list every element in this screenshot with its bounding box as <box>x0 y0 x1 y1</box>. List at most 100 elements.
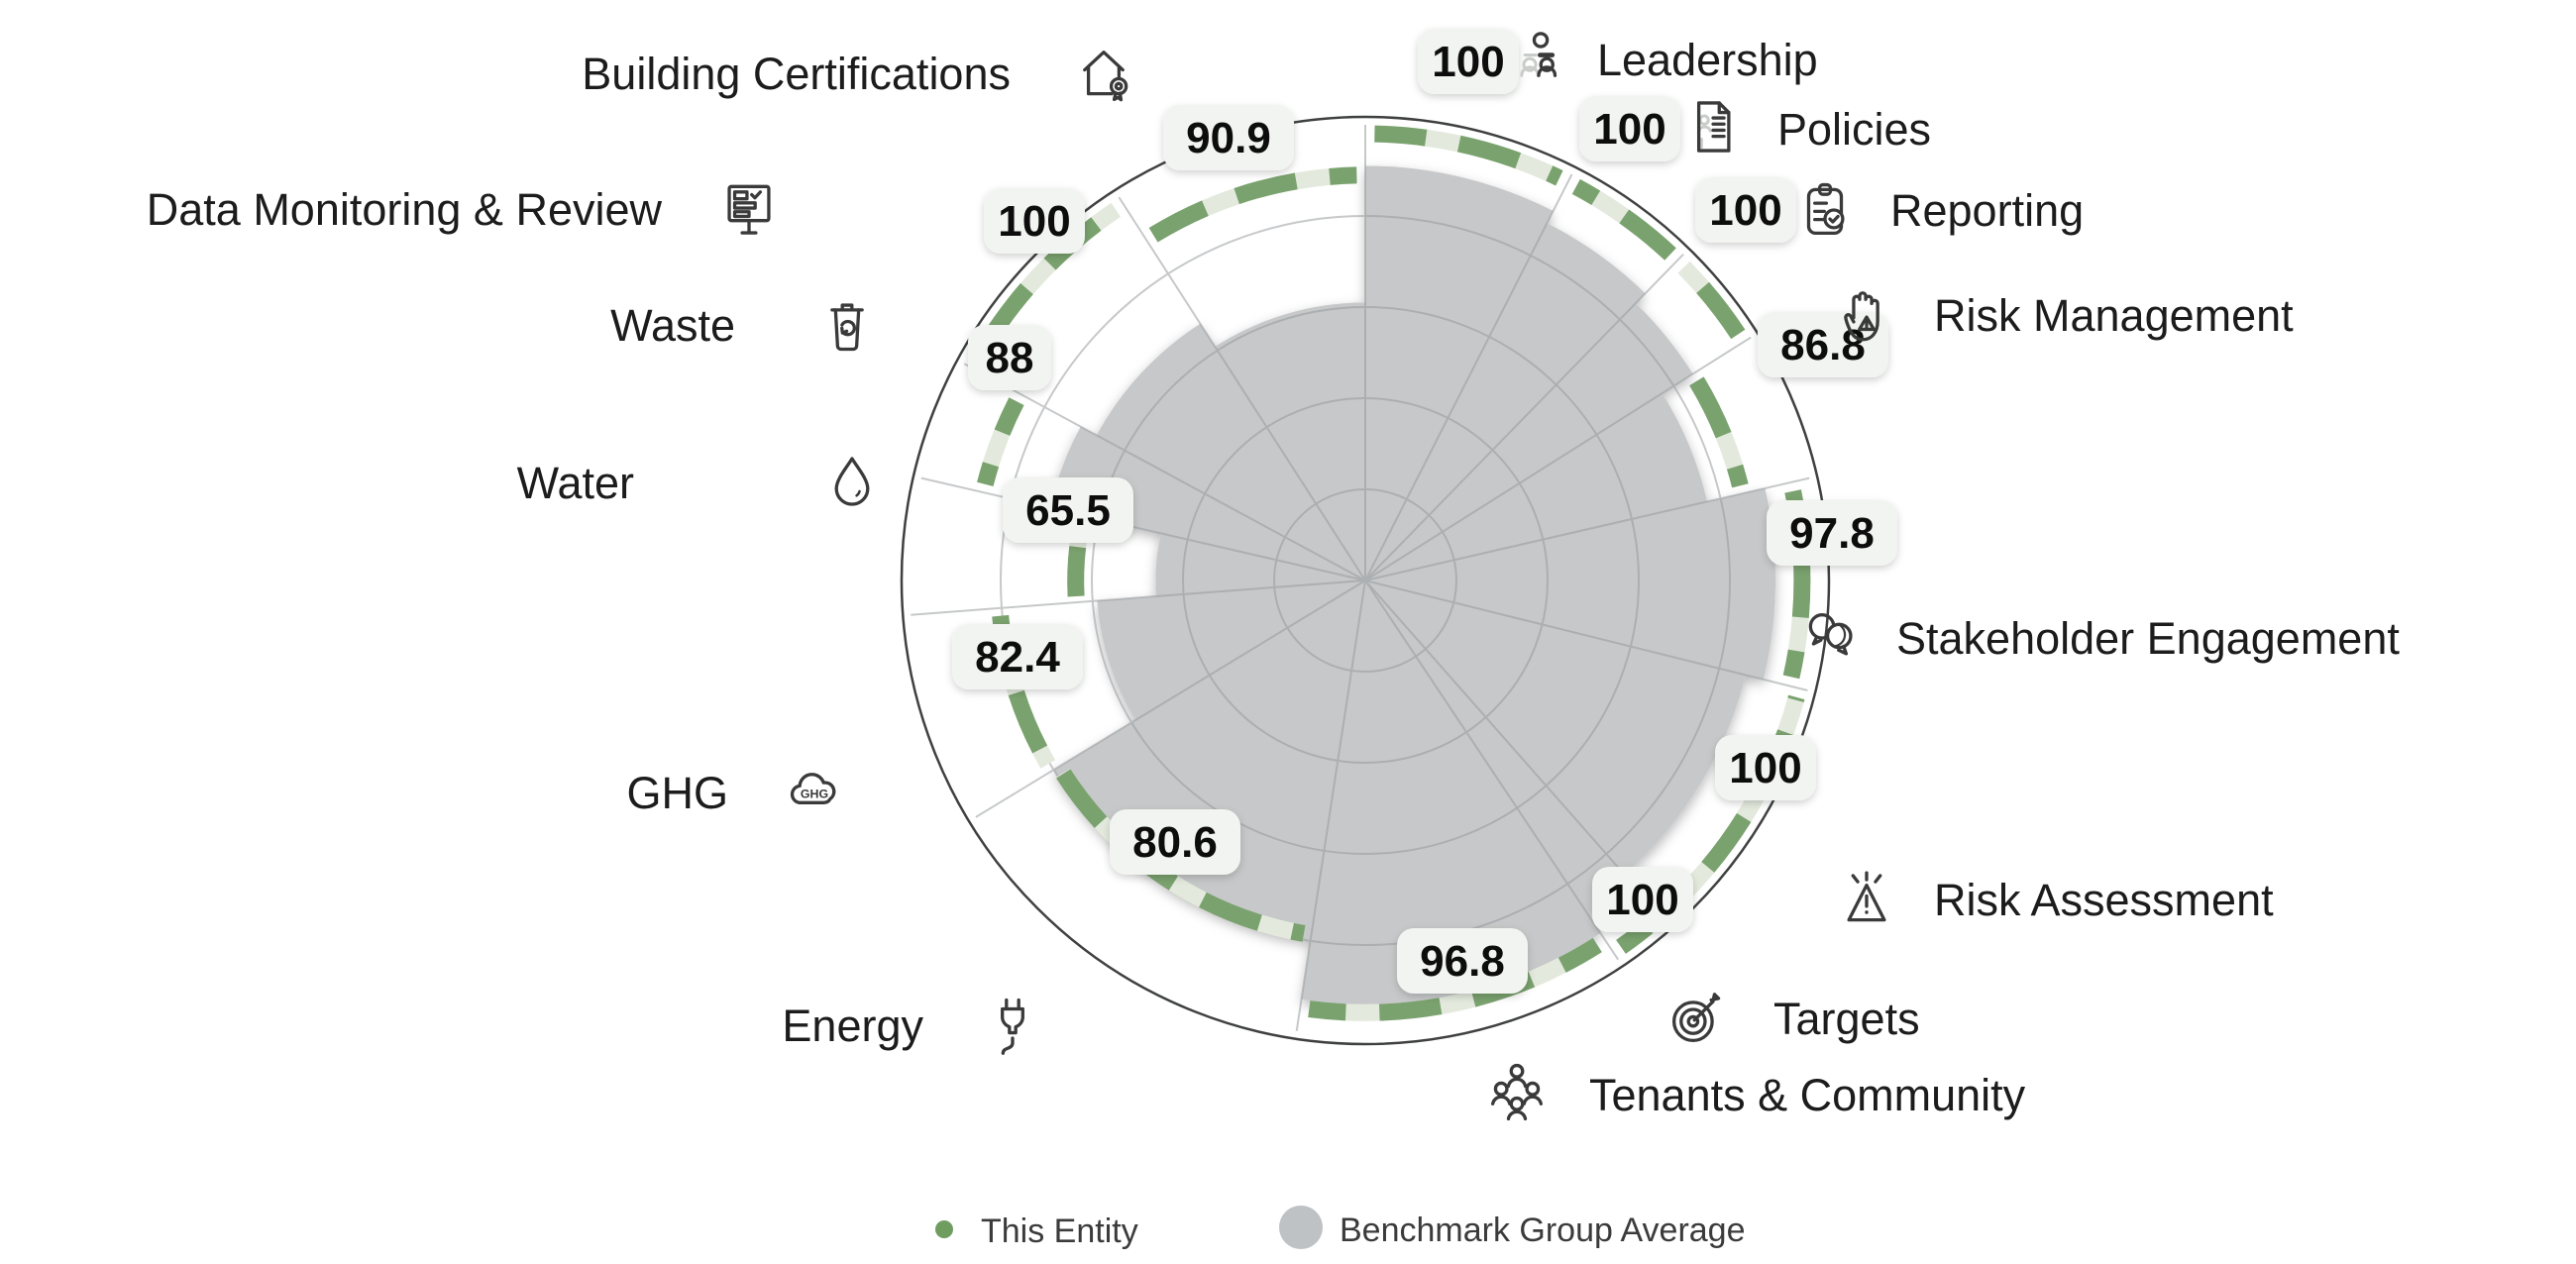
benchmark-sector-leadership <box>1365 165 1554 580</box>
benchmark-sector-reporting <box>1365 303 1693 580</box>
recycle-bin-icon <box>830 303 864 352</box>
value-badge-energy <box>1110 809 1240 875</box>
benchmark-sector-policies <box>1365 223 1646 580</box>
value-label-data-monitoring: 100 <box>998 197 1070 246</box>
value-badge-stakeholder-engagement <box>1767 500 1897 566</box>
category-label-data-monitoring: Data Monitoring & Review <box>147 184 663 235</box>
legend-this-entity-label: This Entity <box>981 1212 1138 1250</box>
category-label-risk-assessment: Risk Assessment <box>1934 875 2274 925</box>
grid-spoke <box>1364 579 1808 691</box>
category-label-risk-management: Risk Management <box>1934 290 2294 341</box>
entity-arc-pale-waste <box>977 397 1024 487</box>
chart-legend: This Entity Benchmark Group Average <box>935 1206 1746 1250</box>
clipboard-check-icon <box>1806 182 1845 236</box>
category-label-building-certifications: Building Certifications <box>582 49 1011 99</box>
benchmark-sector-ghg <box>1097 580 1365 720</box>
hand-warning-icon <box>1844 291 1879 342</box>
benchmark-sector-waste <box>1049 426 1365 580</box>
value-label-waste: 88 <box>986 334 1034 382</box>
value-label-reporting: 100 <box>1709 186 1781 235</box>
category-label-energy: Energy <box>782 1001 923 1051</box>
value-badge-policies <box>1579 96 1680 161</box>
category-label-leadership: Leadership <box>1597 35 1818 85</box>
grid-spoke <box>1295 579 1366 1031</box>
entity-arc-pale-ghg <box>992 614 1056 769</box>
category-label-policies: Policies <box>1777 104 1931 155</box>
speech-bubbles-icon <box>1808 613 1853 656</box>
entity-arc-building-certifications <box>1148 166 1357 243</box>
benchmark-sector-data-monitoring <box>1096 323 1365 580</box>
grid-spoke <box>1364 173 1573 581</box>
water-drop-icon <box>834 457 870 506</box>
value-badge-waste <box>968 325 1051 390</box>
value-label-policies: 100 <box>1593 105 1665 154</box>
category-label-targets: Targets <box>1773 994 1920 1044</box>
chart-root: 100 100 100 86.8 97.8 100 100 96.8 80.6 82.4 65.5 8… <box>147 29 2400 1121</box>
grid-spoke <box>1364 579 1620 961</box>
entity-arc-pale-reporting <box>1677 261 1746 340</box>
value-label-ghg: 82.4 <box>975 633 1060 682</box>
value-badge-reporting <box>1695 177 1796 243</box>
entity-arc-policies <box>1571 178 1676 261</box>
value-badge-tenants-community <box>1397 928 1528 994</box>
entity-arc-reporting <box>1677 261 1746 340</box>
grid-spoke <box>1364 476 1810 581</box>
power-plug-icon <box>1001 998 1024 1055</box>
grid-spoke <box>1364 336 1752 581</box>
value-badge-risk-management <box>1758 312 1888 377</box>
category-label-stakeholder-engagement: Stakeholder Engagement <box>1896 613 2400 664</box>
grid-spoke <box>975 579 1366 818</box>
value-badge-risk-assessment <box>1715 735 1816 800</box>
category-label-ghg: GHG <box>626 768 728 818</box>
value-badge-water <box>1003 477 1133 543</box>
entity-arc-pale-tenants-community <box>1308 937 1602 1021</box>
benchmark-sector-building-certifications <box>1215 302 1365 580</box>
svg-text:GHG: GHG <box>801 788 828 801</box>
grid-spoke <box>1364 254 1684 581</box>
house-certificate-icon <box>1083 51 1128 102</box>
entity-score-arcs <box>969 125 1811 1021</box>
monitoring-board-icon <box>727 184 771 235</box>
legend-benchmark-label: Benchmark Group Average <box>1340 1211 1746 1249</box>
outer-axis-ring <box>900 115 1831 1046</box>
document-icon <box>1696 101 1731 153</box>
value-label-water: 65.5 <box>1025 486 1111 535</box>
benchmark-sector-tenants-community <box>1301 580 1601 1004</box>
benchmark-sectors <box>1049 165 1776 1004</box>
category-label-waste: Waste <box>610 300 735 351</box>
benchmark-sector-stakeholder-engagement <box>1365 487 1776 680</box>
entity-arc-pale-leadership <box>1374 125 1563 186</box>
entity-arc-tenants-community <box>1308 937 1602 1021</box>
value-badge-leadership <box>1418 29 1519 94</box>
entity-arc-waste <box>977 397 1024 487</box>
grid-spoke <box>920 476 1366 581</box>
org-chart-people-icon <box>1520 32 1557 77</box>
value-label-risk-assessment: 100 <box>1729 744 1801 792</box>
grid-spoke <box>963 363 1366 581</box>
value-badge-targets <box>1592 867 1693 932</box>
value-badge-data-monitoring <box>984 188 1085 254</box>
this-entity-dot-icon <box>935 1220 953 1238</box>
value-label-building-certifications: 90.9 <box>1186 114 1271 162</box>
category-icons: GHG <box>727 32 1886 1121</box>
dartboard-icon <box>1671 993 1721 1043</box>
value-label-targets: 100 <box>1606 876 1678 924</box>
benchmark-sector-targets <box>1365 580 1631 914</box>
benchmark-dot-icon <box>1279 1206 1323 1249</box>
category-label-reporting: Reporting <box>1890 185 2084 236</box>
benchmark-sector-water <box>1155 533 1365 596</box>
entity-arc-water <box>1067 519 1091 597</box>
polar-gridlines <box>911 125 1810 1031</box>
value-badge-building-certifications <box>1163 105 1294 170</box>
grid-spoke <box>911 579 1366 616</box>
value-label-tenants-community: 96.8 <box>1420 937 1505 986</box>
benchmark-sector-risk-management <box>1365 393 1708 580</box>
value-label-stakeholder-engagement: 97.8 <box>1789 509 1875 558</box>
entity-arc-leadership <box>1374 125 1563 186</box>
value-badges: 100 100 100 86.8 97.8 100 100 96.8 80.6 82.4 65.5 8… <box>952 29 1897 994</box>
value-label-energy: 80.6 <box>1132 818 1218 867</box>
value-label-leadership: 100 <box>1432 38 1504 86</box>
benchmark-sector-risk-assessment <box>1365 580 1746 875</box>
